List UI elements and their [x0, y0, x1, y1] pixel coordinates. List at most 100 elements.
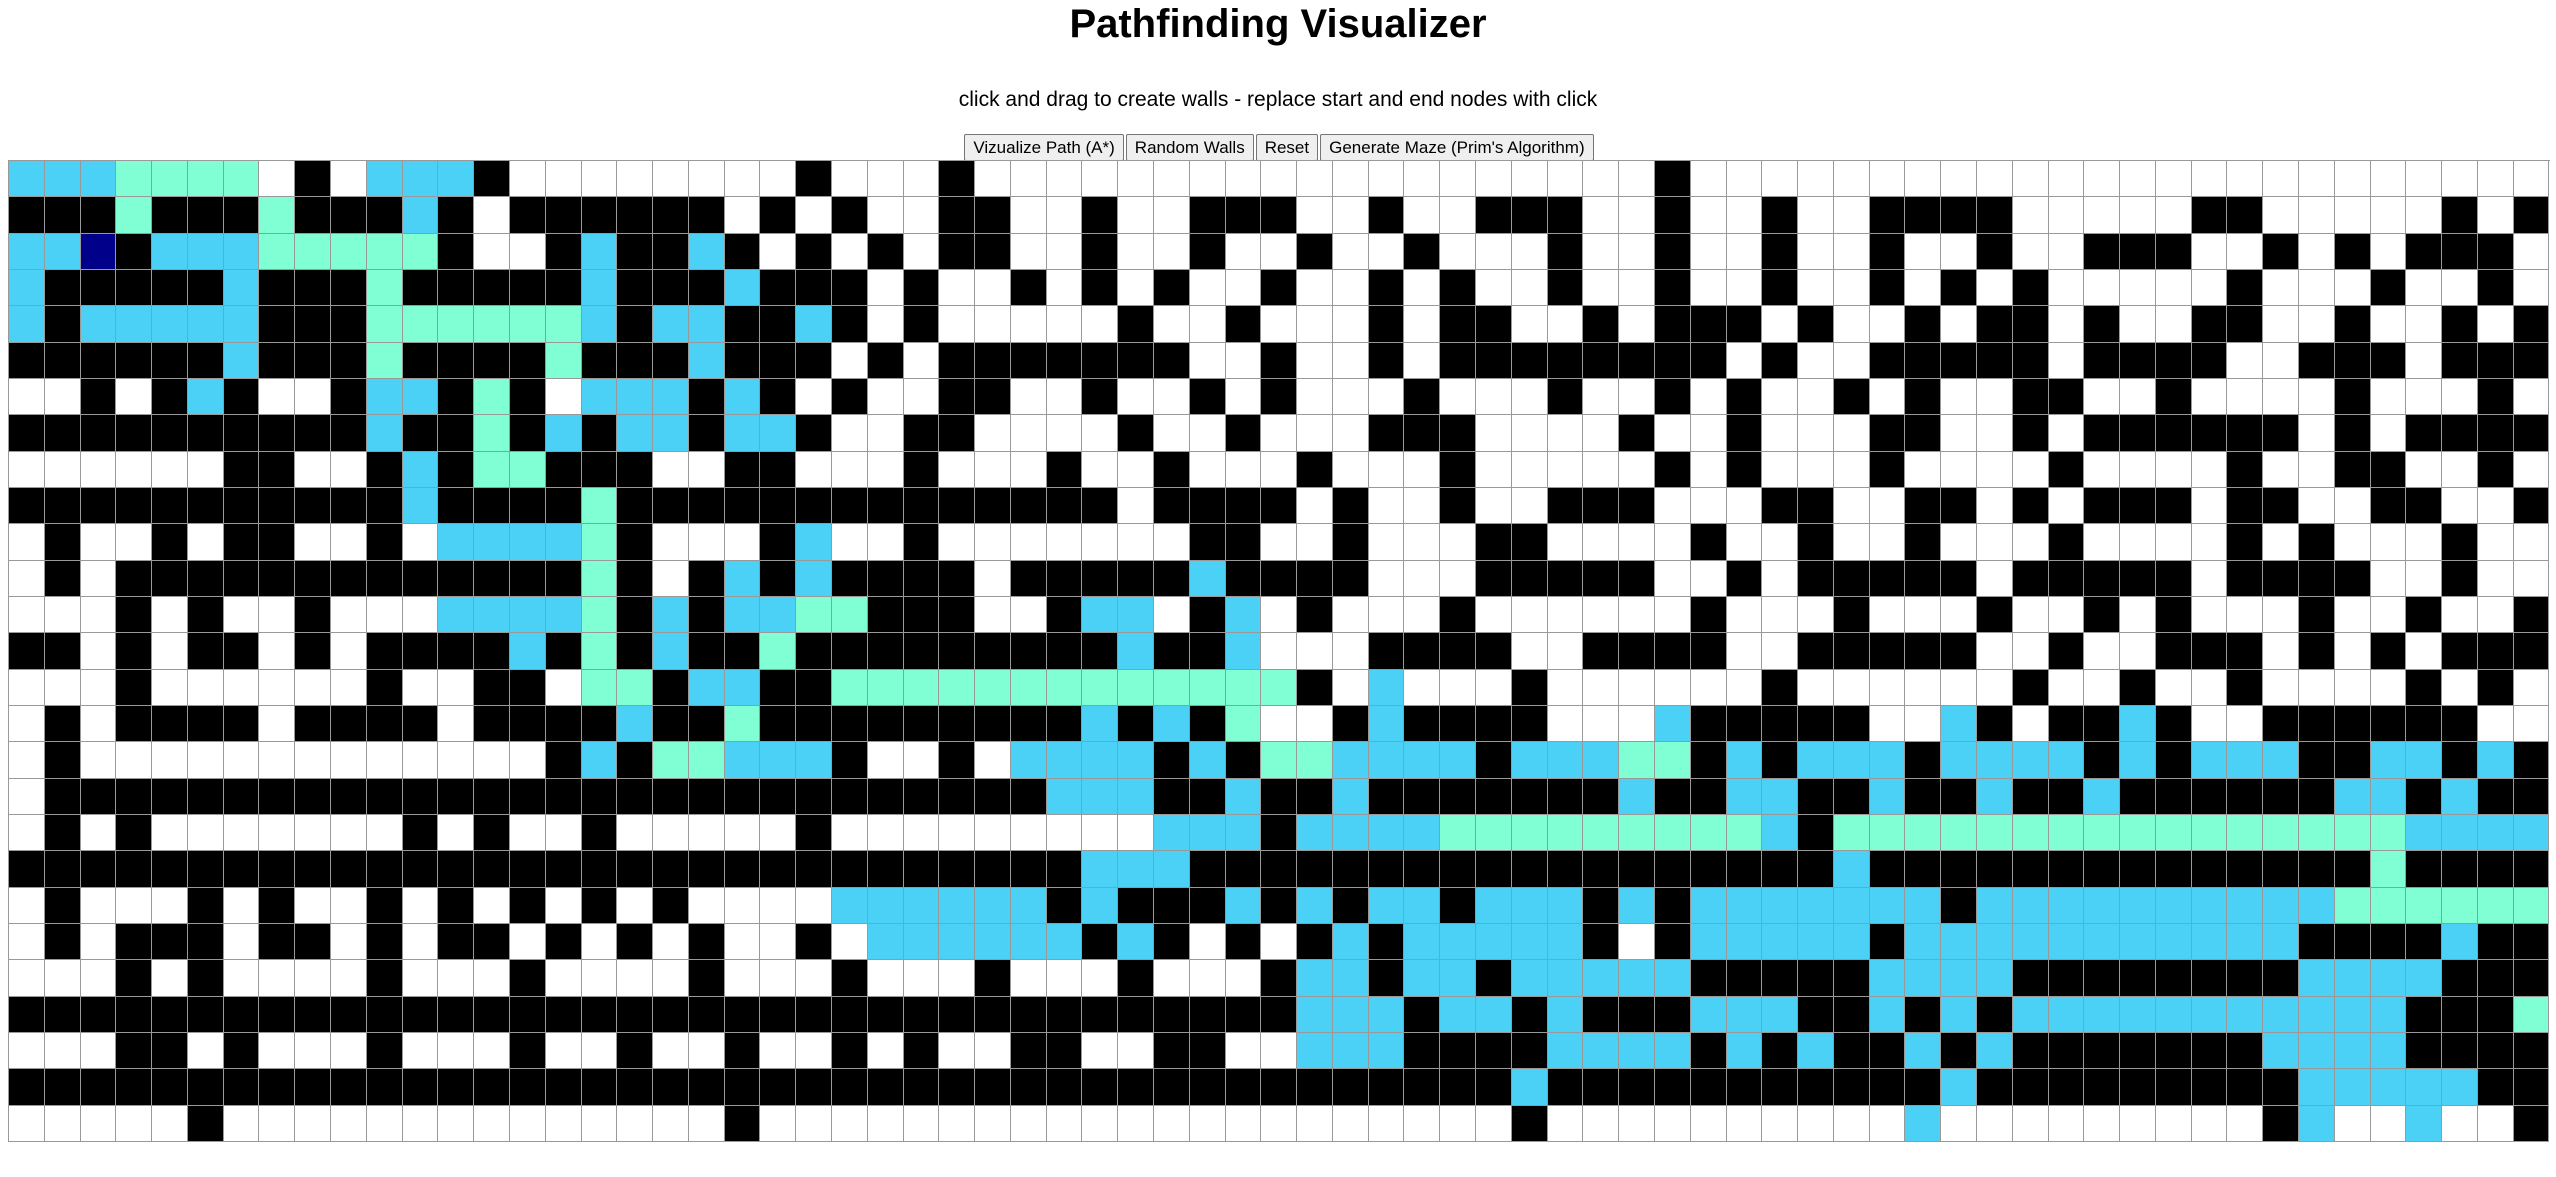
- unvisited-node[interactable]: [1082, 1032, 1119, 1070]
- wall-node[interactable]: [688, 596, 725, 634]
- unvisited-node[interactable]: [1404, 1105, 1441, 1142]
- visited-node[interactable]: [223, 269, 260, 307]
- wall-node[interactable]: [295, 560, 332, 597]
- wall-node[interactable]: [438, 487, 475, 525]
- wall-node[interactable]: [1297, 923, 1333, 961]
- visited-node[interactable]: [581, 742, 618, 779]
- visited-node[interactable]: [1297, 1032, 1333, 1070]
- visited-node[interactable]: [1690, 996, 1727, 1033]
- wall-node[interactable]: [2155, 487, 2192, 525]
- path-node[interactable]: [581, 560, 618, 597]
- unvisited-node[interactable]: [2406, 560, 2443, 597]
- wall-node[interactable]: [939, 596, 976, 634]
- unvisited-node[interactable]: [1476, 415, 1512, 452]
- unvisited-node[interactable]: [1905, 161, 1942, 198]
- unvisited-node[interactable]: [80, 669, 117, 706]
- unvisited-node[interactable]: [2048, 306, 2085, 343]
- wall-node[interactable]: [1905, 342, 1942, 379]
- unvisited-node[interactable]: [1404, 596, 1441, 634]
- wall-node[interactable]: [1189, 1069, 1226, 1106]
- wall-node[interactable]: [2084, 960, 2121, 997]
- unvisited-node[interactable]: [760, 161, 797, 198]
- unvisited-node[interactable]: [474, 887, 510, 924]
- wall-node[interactable]: [2012, 778, 2049, 815]
- unvisited-node[interactable]: [9, 378, 45, 416]
- unvisited-node[interactable]: [152, 742, 188, 779]
- unvisited-node[interactable]: [1547, 415, 1584, 452]
- unvisited-node[interactable]: [1619, 161, 1655, 198]
- unvisited-node[interactable]: [2048, 161, 2085, 198]
- wall-node[interactable]: [1905, 524, 1942, 561]
- path-node[interactable]: [1046, 669, 1083, 706]
- wall-node[interactable]: [1726, 378, 1763, 416]
- unvisited-node[interactable]: [724, 887, 761, 924]
- wall-node[interactable]: [2334, 742, 2371, 779]
- visited-node[interactable]: [1010, 742, 1047, 779]
- path-node[interactable]: [1583, 814, 1620, 852]
- wall-node[interactable]: [1368, 306, 1405, 343]
- unvisited-node[interactable]: [402, 669, 439, 706]
- wall-node[interactable]: [545, 269, 582, 307]
- unvisited-node[interactable]: [2513, 705, 2550, 743]
- wall-node[interactable]: [939, 560, 976, 597]
- visited-node[interactable]: [152, 233, 188, 270]
- wall-node[interactable]: [796, 778, 832, 815]
- unvisited-node[interactable]: [1118, 524, 1154, 561]
- unvisited-node[interactable]: [1404, 269, 1441, 307]
- unvisited-node[interactable]: [2370, 197, 2407, 234]
- visited-node[interactable]: [1690, 887, 1727, 924]
- unvisited-node[interactable]: [1976, 669, 2013, 706]
- unvisited-node[interactable]: [1225, 269, 1262, 307]
- unvisited-node[interactable]: [44, 669, 81, 706]
- path-node[interactable]: [366, 342, 403, 379]
- path-node[interactable]: [474, 451, 510, 488]
- visited-node[interactable]: [1976, 778, 2013, 815]
- visited-node[interactable]: [1404, 887, 1441, 924]
- wall-node[interactable]: [1476, 1069, 1512, 1106]
- wall-node[interactable]: [1726, 560, 1763, 597]
- wall-node[interactable]: [2120, 960, 2156, 997]
- wall-node[interactable]: [259, 923, 296, 961]
- wall-node[interactable]: [474, 1069, 510, 1106]
- visited-node[interactable]: [2120, 742, 2156, 779]
- wall-node[interactable]: [259, 778, 296, 815]
- wall-node[interactable]: [223, 524, 260, 561]
- wall-node[interactable]: [2334, 233, 2371, 270]
- unvisited-node[interactable]: [831, 161, 868, 198]
- wall-node[interactable]: [688, 378, 725, 416]
- unvisited-node[interactable]: [2048, 596, 2085, 634]
- visited-node[interactable]: [366, 415, 403, 452]
- wall-node[interactable]: [2263, 487, 2299, 525]
- unvisited-node[interactable]: [1118, 487, 1154, 525]
- wall-node[interactable]: [1583, 923, 1620, 961]
- visited-node[interactable]: [1798, 1032, 1834, 1070]
- unvisited-node[interactable]: [2334, 487, 2371, 525]
- wall-node[interactable]: [2513, 596, 2550, 634]
- visited-node[interactable]: [366, 161, 403, 198]
- wall-node[interactable]: [2227, 669, 2264, 706]
- visited-node[interactable]: [760, 596, 797, 634]
- visited-node[interactable]: [2155, 923, 2192, 961]
- wall-node[interactable]: [509, 269, 546, 307]
- path-node[interactable]: [581, 596, 618, 634]
- visited-node[interactable]: [1547, 996, 1584, 1033]
- visited-node[interactable]: [939, 923, 976, 961]
- visited-node[interactable]: [1118, 633, 1154, 670]
- unvisited-node[interactable]: [509, 1105, 546, 1142]
- unvisited-node[interactable]: [545, 669, 582, 706]
- wall-node[interactable]: [1189, 887, 1226, 924]
- visited-node[interactable]: [2442, 778, 2478, 815]
- wall-node[interactable]: [80, 1069, 117, 1106]
- path-node[interactable]: [1297, 742, 1333, 779]
- unvisited-node[interactable]: [1010, 306, 1047, 343]
- unvisited-node[interactable]: [1976, 451, 2013, 488]
- unvisited-node[interactable]: [1654, 1105, 1691, 1142]
- unvisited-node[interactable]: [152, 596, 188, 634]
- unvisited-node[interactable]: [259, 633, 296, 670]
- visited-node[interactable]: [438, 161, 475, 198]
- path-node[interactable]: [1869, 814, 1906, 852]
- unvisited-node[interactable]: [1654, 415, 1691, 452]
- visited-node[interactable]: [1654, 705, 1691, 743]
- wall-node[interactable]: [867, 705, 904, 743]
- path-node[interactable]: [1654, 814, 1691, 852]
